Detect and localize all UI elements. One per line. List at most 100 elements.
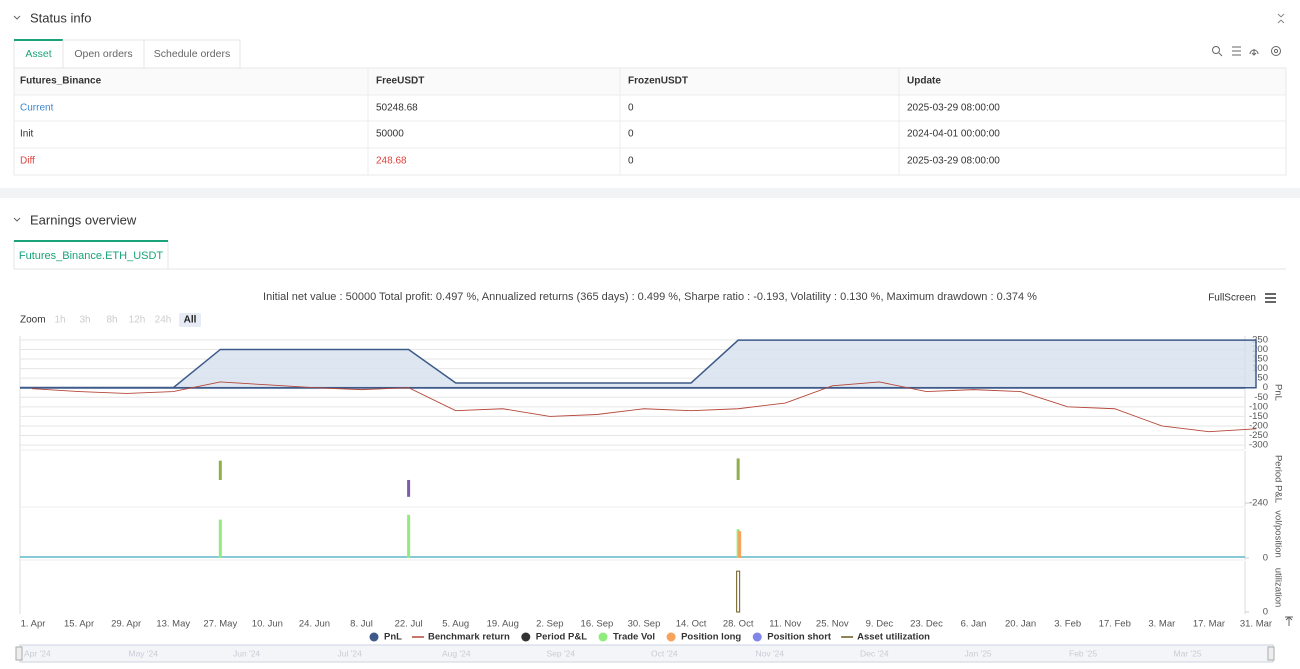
y-tick-label: 100 [1252, 363, 1268, 374]
navigator-label: Jan '25 [965, 648, 992, 658]
tab[interactable] [143, 39, 241, 69]
table-cell: 50248.68 [376, 103, 418, 114]
y-tick-label: -240 [1249, 498, 1268, 509]
zoom-button-bg[interactable] [179, 313, 201, 327]
navigator-label: Aug '24 [442, 648, 471, 658]
zoom-button[interactable]: 24h [155, 315, 172, 326]
y-tick-label: -200 [1249, 420, 1268, 431]
bar [738, 531, 742, 558]
x-tick-label: 25. Nov [816, 619, 849, 630]
bar [218, 460, 222, 480]
y-tick-label: 0 [1263, 607, 1268, 618]
x-tick-label: 13. May [156, 619, 190, 630]
toolbar-icons[interactable] [1212, 46, 1281, 57]
x-tick-label: 17. Mar [1193, 619, 1225, 630]
zoom-button[interactable]: 1h [54, 315, 65, 326]
x-tick-label: 1. Apr [21, 619, 46, 630]
section-gap [0, 188, 1300, 198]
status-title: Status info [30, 10, 91, 25]
legend-item[interactable]: Benchmark return [428, 632, 510, 643]
y-tick-label: -50 [1254, 392, 1268, 403]
navigator-label: Sep '24 [547, 648, 576, 658]
navigator-label: Oct '24 [651, 648, 678, 658]
x-tick-label: 23. Dec [910, 619, 943, 630]
navigator-label: Apr '24 [24, 648, 51, 658]
legend-item[interactable]: PnL [384, 632, 402, 643]
y-tick-label: -150 [1249, 411, 1268, 422]
legend-item[interactable]: Period P&L [536, 632, 587, 643]
menu-icon[interactable] [1265, 293, 1276, 303]
x-tick-label: 10. Jun [252, 619, 283, 630]
navigator-label: Jun '24 [233, 648, 260, 658]
x-tick-label: 30. Sep [628, 619, 661, 630]
instrument-tab[interactable]: Futures_Binance.ETH_USDT [19, 250, 164, 262]
y-axis-title: utilization [1272, 568, 1283, 608]
table-cell: 0 [628, 103, 634, 114]
y-tick-label: 250 [1252, 334, 1268, 345]
tab-label[interactable]: Open orders [74, 48, 132, 60]
zoom-button[interactable]: 12h [129, 315, 146, 326]
table-cell: 0 [628, 156, 634, 167]
y-tick-label: -250 [1249, 430, 1268, 441]
table-cell: 0 [628, 129, 634, 140]
y-tick-label: 50 [1257, 373, 1268, 384]
zoom-button[interactable]: All [184, 315, 197, 326]
earnings-title: Earnings overview [30, 212, 137, 227]
x-tick-label: 19. Aug [487, 619, 519, 630]
y-tick-label: 200 [1252, 344, 1268, 355]
tab-label[interactable]: Asset [25, 48, 51, 60]
scroll-top-icon[interactable] [1285, 616, 1293, 626]
navigator-label: Jul '24 [338, 648, 363, 658]
legend-item[interactable]: Position short [767, 632, 832, 643]
legend-symbol [521, 632, 531, 642]
bar [736, 570, 741, 613]
legend-item[interactable]: Position long [681, 632, 741, 643]
navigator-label: Dec '24 [860, 648, 889, 658]
table-header: Futures_Binance [20, 76, 102, 87]
x-tick-label: 15. Apr [64, 619, 94, 630]
y-tick-label: -300 [1249, 440, 1268, 451]
x-tick-label: 5. Aug [442, 619, 469, 630]
bar [407, 514, 411, 558]
y-tick-label: 150 [1252, 354, 1268, 365]
navigator-label: Feb '25 [1069, 648, 1097, 658]
x-tick-label: 3. Mar [1148, 619, 1175, 630]
zoom-button[interactable]: 3h [79, 315, 90, 326]
navigator-label: Nov '24 [756, 648, 785, 658]
x-tick-label: 31. Mar [1240, 619, 1272, 630]
x-tick-label: 20. Jan [1005, 619, 1036, 630]
collapse-icon[interactable] [13, 217, 21, 222]
x-tick-label: 8. Jul [350, 619, 373, 630]
legend-symbol [598, 632, 608, 642]
y-axis-title: Period P&L [1272, 455, 1283, 503]
bar [736, 458, 740, 480]
tab[interactable] [62, 39, 145, 69]
table-cell: 2024-04-01 00:00:00 [907, 129, 1000, 140]
legend-item[interactable]: Trade Vol [613, 632, 655, 643]
table-header: FreeUSDT [376, 76, 424, 87]
tab-label[interactable]: Schedule orders [154, 48, 230, 60]
x-tick-label: 14. Oct [676, 619, 707, 630]
fullscreen-button[interactable]: FullScreen [1208, 293, 1256, 304]
x-tick-label: 2. Sep [536, 619, 563, 630]
navigator-label: May '24 [129, 648, 159, 658]
y-tick-label: 0 [1263, 553, 1268, 564]
zoom-button[interactable]: 8h [106, 315, 117, 326]
x-tick-label: 28. Oct [723, 619, 754, 630]
navigator-handle[interactable] [1267, 646, 1275, 661]
y-tick-label: 0 [1263, 382, 1268, 393]
table-cell: Init [20, 129, 34, 140]
x-tick-label: 24. Jun [299, 619, 330, 630]
zoom-label: Zoom [20, 315, 46, 326]
benchmark-line [31, 381, 1257, 433]
collapse-icon[interactable] [13, 15, 21, 20]
x-tick-label: 9. Dec [866, 619, 894, 630]
x-tick-label: 6. Jan [961, 619, 987, 630]
legend-item[interactable]: Asset utilization [857, 632, 930, 643]
table-cell: 2025-03-29 08:00:00 [907, 156, 1000, 167]
legend-symbol [666, 632, 676, 642]
table-cell: 50000 [376, 129, 404, 140]
navigator-handle[interactable] [15, 646, 23, 661]
expand-icon[interactable] [1277, 13, 1285, 24]
